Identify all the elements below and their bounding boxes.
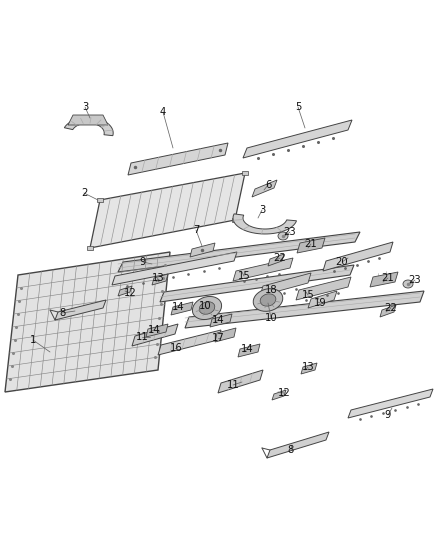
Polygon shape <box>90 173 245 248</box>
Ellipse shape <box>199 302 215 314</box>
Polygon shape <box>252 180 277 197</box>
Polygon shape <box>112 252 237 285</box>
Polygon shape <box>158 330 221 355</box>
Polygon shape <box>242 171 248 175</box>
Text: 14: 14 <box>212 315 224 325</box>
Polygon shape <box>55 300 106 320</box>
Text: 20: 20 <box>336 257 348 267</box>
Ellipse shape <box>192 296 222 320</box>
Polygon shape <box>323 242 393 271</box>
Polygon shape <box>97 198 103 202</box>
Polygon shape <box>118 286 132 296</box>
Text: 21: 21 <box>381 273 394 283</box>
Polygon shape <box>348 389 433 418</box>
Text: 16: 16 <box>170 343 182 353</box>
Text: 7: 7 <box>193 225 199 235</box>
Polygon shape <box>87 246 93 250</box>
Polygon shape <box>233 214 297 234</box>
Text: 23: 23 <box>284 227 297 237</box>
Text: 14: 14 <box>148 325 160 335</box>
Polygon shape <box>238 344 260 357</box>
Polygon shape <box>171 302 193 315</box>
Polygon shape <box>267 432 329 458</box>
Polygon shape <box>370 272 398 287</box>
Polygon shape <box>308 291 337 308</box>
Text: 10: 10 <box>199 301 211 311</box>
Text: 9: 9 <box>140 257 146 267</box>
Polygon shape <box>146 324 168 337</box>
Text: 14: 14 <box>241 344 253 354</box>
Polygon shape <box>380 305 396 317</box>
Polygon shape <box>210 314 232 327</box>
Polygon shape <box>185 291 424 328</box>
Polygon shape <box>268 254 284 266</box>
Text: 13: 13 <box>302 362 314 372</box>
Polygon shape <box>132 324 178 346</box>
Text: 1: 1 <box>30 335 36 345</box>
Polygon shape <box>243 120 352 158</box>
Text: 14: 14 <box>172 302 184 312</box>
Polygon shape <box>128 143 228 175</box>
Polygon shape <box>5 252 170 392</box>
Text: 6: 6 <box>265 180 271 190</box>
Polygon shape <box>218 370 263 393</box>
Text: 5: 5 <box>295 102 301 112</box>
Polygon shape <box>232 218 238 222</box>
Text: 4: 4 <box>160 107 166 117</box>
Text: 12: 12 <box>124 288 136 298</box>
Text: 18: 18 <box>265 285 277 295</box>
Ellipse shape <box>278 232 288 240</box>
Polygon shape <box>301 363 317 374</box>
Text: 2: 2 <box>81 188 87 198</box>
Text: 9: 9 <box>385 410 391 420</box>
Text: 23: 23 <box>409 275 421 285</box>
Polygon shape <box>297 238 325 253</box>
Polygon shape <box>296 277 351 300</box>
Text: 11: 11 <box>226 380 240 390</box>
Text: 22: 22 <box>385 303 397 313</box>
Text: 21: 21 <box>304 239 318 249</box>
Text: 15: 15 <box>302 290 314 300</box>
Text: 3: 3 <box>82 102 88 112</box>
Polygon shape <box>64 118 113 136</box>
Text: 19: 19 <box>314 298 326 308</box>
Polygon shape <box>118 232 360 272</box>
Polygon shape <box>68 115 108 125</box>
Text: 8: 8 <box>59 308 65 318</box>
Ellipse shape <box>260 294 276 306</box>
Polygon shape <box>152 274 168 285</box>
Polygon shape <box>233 258 293 281</box>
Polygon shape <box>190 243 215 257</box>
Ellipse shape <box>403 280 413 288</box>
Polygon shape <box>260 273 311 296</box>
Text: 15: 15 <box>238 271 251 281</box>
Polygon shape <box>272 390 286 400</box>
Text: 22: 22 <box>274 253 286 263</box>
Text: 10: 10 <box>265 313 277 323</box>
Text: 3: 3 <box>259 205 265 215</box>
Text: 13: 13 <box>152 273 164 283</box>
Ellipse shape <box>253 289 283 311</box>
Polygon shape <box>160 265 354 302</box>
Text: 12: 12 <box>278 388 290 398</box>
Text: 17: 17 <box>212 333 224 343</box>
Polygon shape <box>215 328 236 342</box>
Text: 11: 11 <box>136 332 148 342</box>
Text: 8: 8 <box>288 445 294 455</box>
